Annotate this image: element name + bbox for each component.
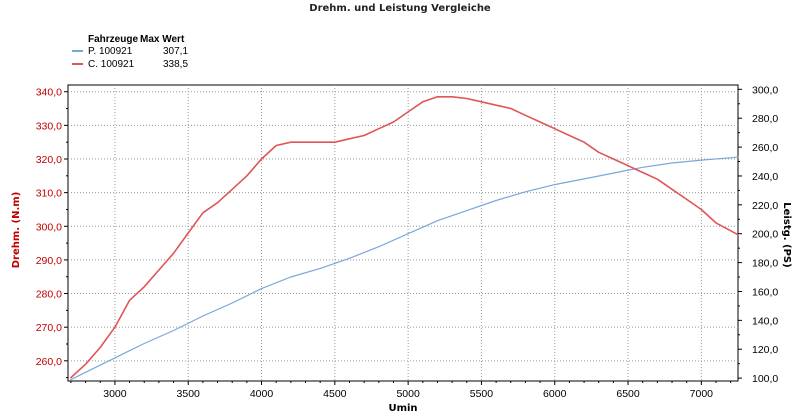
tick-label-right: 180,0 [752,258,778,270]
series-line-torque [70,96,739,379]
tick-label-left: 320,0 [36,154,62,166]
y-axis-left-label: Drehm. (N.m) [11,192,22,269]
left-axis-ticks: 260,0 270,0 280,0 290,0 300,0 310,0 320,0 330,0… [36,87,68,379]
tick-label-x: 3500 [177,388,201,400]
legend-entry-value: 307,1 [163,46,188,57]
grid [68,85,738,381]
tick-label-right: 260,0 [752,142,778,154]
legend-header-vehicles: Fahrzeuge [88,34,138,45]
tick-label-left: 260,0 [36,356,62,368]
legend-header-max-value: Max Wert [140,34,185,45]
legend-entry-value: 338,5 [163,59,188,70]
tick-label-x: 4500 [323,388,347,400]
plot-area [67,84,739,382]
y-axis-right-label: Leistg. (PS) [781,202,792,267]
tick-label-right: 140,0 [752,315,778,327]
x-axis-label: Umin [388,403,417,414]
tick-label-right: 100,0 [752,373,778,385]
tick-label-x: 6000 [543,388,567,400]
legend: Fahrzeuge Max Wert P. 100921 307,1 C. 1009… [72,34,188,70]
tick-label-left: 310,0 [36,188,62,200]
x-axis-ticks: 3000 3500 4000 4500 5000 5500 6000 6500 7000 [70,381,732,400]
tick-label-left: 290,0 [36,255,62,267]
tick-label-left: 280,0 [36,289,62,301]
tick-label-x: 6500 [616,388,640,400]
tick-label-left: 340,0 [36,87,62,99]
tick-label-left: 300,0 [36,221,62,233]
legend-entry-name: C. 100921 [88,59,135,70]
legend-entry-name: P. 100921 [88,46,133,57]
tick-label-right: 160,0 [752,286,778,298]
tick-label-right: 200,0 [752,229,778,241]
tick-label-right: 120,0 [752,344,778,356]
tick-label-x: 7000 [690,388,714,400]
right-axis-ticks: 100,0 120,0 140,0 160,0 180,0 200,0 220,0 240,0… [738,84,778,385]
chart-title: Drehm. und Leistung Vergleiche [309,3,491,14]
tick-label-x: 4000 [250,388,274,400]
tick-label-right: 300,0 [752,84,778,96]
tick-label-right: 280,0 [752,113,778,125]
series-layer [70,96,739,381]
tick-label-right: 240,0 [752,171,778,183]
tick-label-right: 220,0 [752,200,778,212]
tick-label-x: 5500 [470,388,494,400]
tick-label-left: 330,0 [36,120,62,132]
tick-label-x: 3000 [103,388,127,400]
tick-label-left: 270,0 [36,322,62,334]
tick-label-x: 5000 [396,388,420,400]
series-line-power [70,156,739,381]
